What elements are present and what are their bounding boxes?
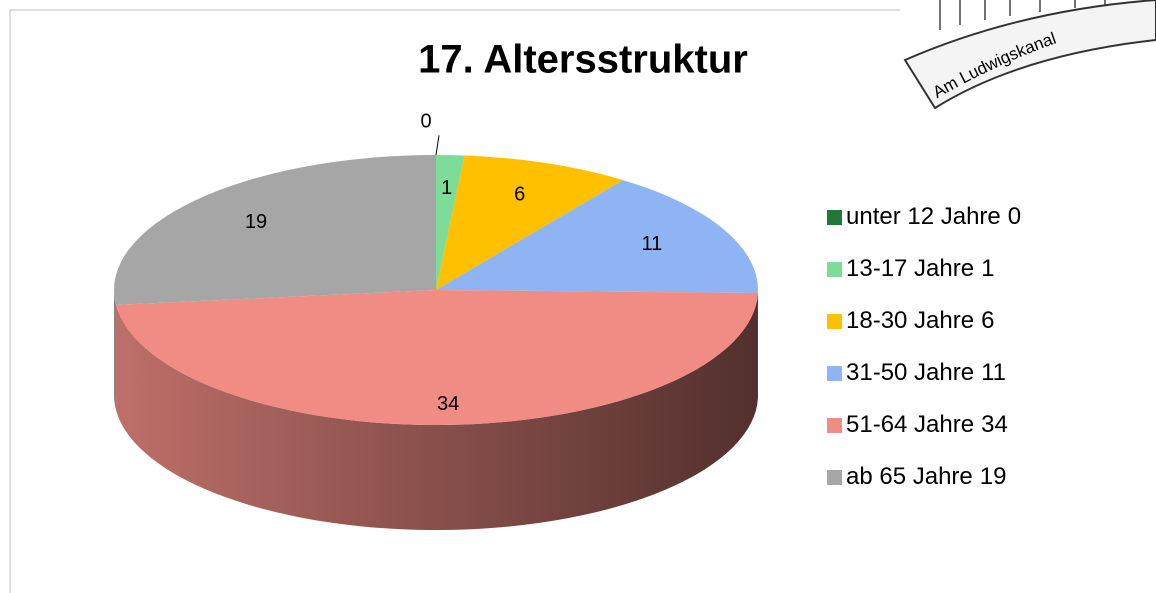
leader-line	[435, 135, 440, 156]
legend-label: ab 65 Jahre 19	[846, 463, 1006, 490]
legend-entry: 13-17 Jahre 1	[827, 255, 994, 282]
legend-entry: ab 65 Jahre 19	[827, 463, 1006, 490]
legend-swatch	[827, 418, 842, 433]
legend-swatch	[827, 262, 842, 277]
legend-label: 31-50 Jahre 11	[846, 359, 1006, 386]
legend-value: 6	[981, 307, 994, 334]
legend-value: 1	[981, 255, 994, 282]
legend-swatch	[827, 470, 842, 485]
pie-slice	[436, 155, 465, 290]
pie-side-shade	[114, 290, 116, 410]
logo: Am Ludwigskanal	[903, 0, 1156, 110]
logo-buildings	[939, 0, 1106, 30]
chart-frame	[9, 9, 900, 593]
data-label: 1	[441, 177, 452, 199]
data-label: 34	[437, 393, 459, 415]
logo-banner	[903, 0, 1156, 110]
legend-category: 51-64 Jahre	[846, 411, 974, 438]
legend-entry: 31-50 Jahre 11	[827, 359, 1006, 386]
legend-value: 0	[1008, 203, 1021, 230]
legend-entry: 51-64 Jahre 34	[827, 411, 1008, 438]
pie-side-shade	[115, 292, 758, 531]
legend-label: 18-30 Jahre 6	[846, 307, 994, 334]
legend-swatch	[827, 314, 842, 329]
legend-label: unter 12 Jahre 0	[846, 203, 1021, 230]
legend-swatch	[827, 366, 842, 381]
pie-slice	[436, 180, 759, 293]
legend-category: 31-50 Jahre	[846, 359, 974, 386]
chart-title: 17. Altersstruktur	[418, 38, 748, 82]
data-label: 11	[642, 233, 663, 255]
legend-entry: 18-30 Jahre 6	[827, 307, 994, 334]
legend-label: 13-17 Jahre 1	[846, 255, 994, 282]
pie-slice	[436, 155, 623, 290]
legend-entry: unter 12 Jahre 0	[827, 203, 1021, 230]
legend-value: 11	[981, 359, 1006, 386]
data-label: 0	[420, 111, 431, 133]
legend-category: ab 65 Jahre	[846, 463, 973, 490]
legend-value: 19	[980, 463, 1007, 490]
legend-swatch	[827, 210, 842, 225]
legend-category: 13-17 Jahre	[846, 255, 974, 282]
legend-label: 51-64 Jahre 34	[846, 411, 1008, 438]
data-label: 6	[514, 183, 525, 205]
data-label: 19	[245, 211, 267, 233]
pie-slice	[115, 290, 758, 426]
legend-category: 18-30 Jahre	[846, 307, 974, 334]
legend-category: unter 12 Jahre	[846, 203, 1001, 230]
legend-value: 34	[981, 411, 1008, 438]
pie-slice	[113, 155, 436, 305]
